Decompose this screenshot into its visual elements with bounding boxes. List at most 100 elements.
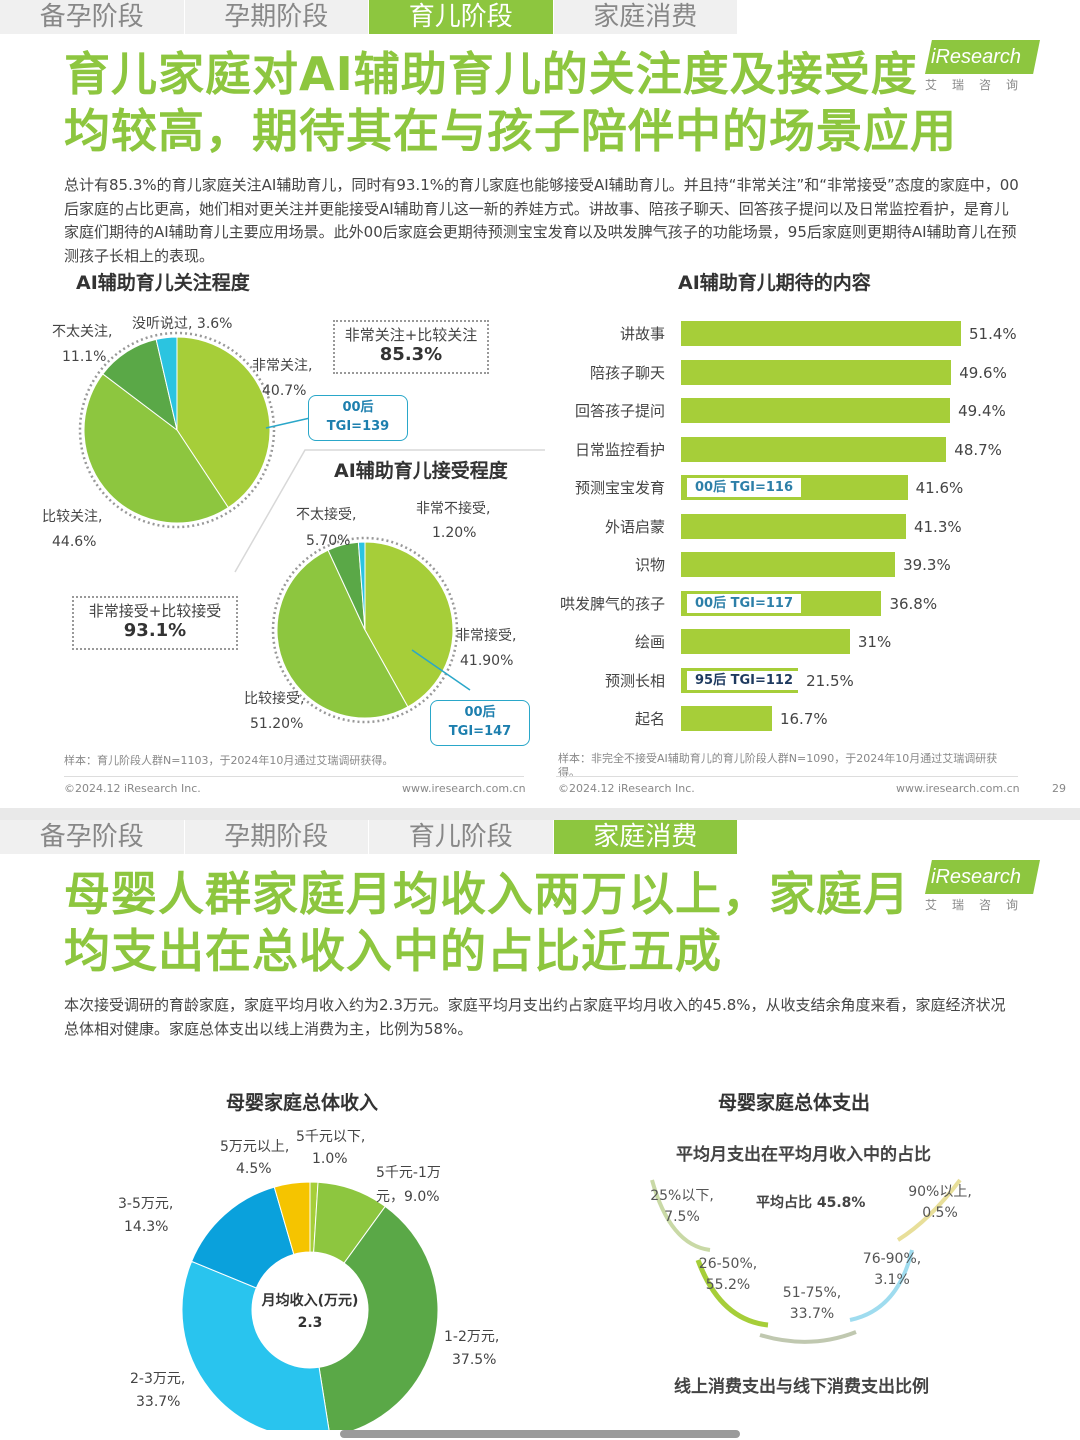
pie1-label-very: 非常关注, — [252, 358, 313, 374]
sample-note-left: 样本：育儿阶段人群N=1103，于2024年10月通过艾瑞调研获得。 — [64, 754, 394, 767]
bar-row: 陪孩子聊天 49.6% — [560, 359, 1020, 387]
expense-average: 平均占比 45.8% — [756, 1195, 866, 1211]
bar-category-label: 日常监控看护 — [574, 440, 665, 459]
online-offline-title: 线上消费支出与线下消费支出比例 — [674, 1377, 929, 1397]
bar-row: 起名 16.7% — [560, 705, 1020, 733]
bar-tgi-badge: 00后 TGI=117 — [687, 593, 802, 613]
acceptance-summary-box: 非常接受+比较接受 93.1% — [72, 596, 238, 650]
copyright-left: ©2024.12 iResearch Inc. — [64, 782, 201, 795]
attention-summary-box: 非常关注+比较关注 85.3% — [333, 320, 489, 374]
bar-value-label: 48.7% — [954, 440, 1002, 459]
attention-chart-title: AI辅助育儿关注程度 — [76, 272, 250, 294]
attention-slice-2 — [102, 338, 178, 432]
income-value-over5w: 4.5% — [236, 1161, 272, 1177]
expense-arc-76-90: 76-90%, 3.1% — [862, 1251, 922, 1288]
attention-pie — [83, 336, 271, 524]
website-left: www.iresearch.com.cn — [402, 782, 526, 795]
pie1-value-fairly: 44.6% — [52, 534, 97, 550]
acceptance-chart-title: AI辅助育儿接受程度 — [334, 460, 508, 482]
pie1-value-very: 40.7% — [262, 383, 307, 399]
tab-pregnancy[interactable]: 孕期阶段 — [184, 0, 368, 34]
tab-family-consumption[interactable]: 家庭消费 — [553, 0, 737, 34]
income-label-3-5w: 3-5万元, — [118, 1196, 174, 1212]
expense-arc-chart — [650, 1178, 962, 1344]
bar-category-label: 绘画 — [634, 633, 665, 651]
bar-category-label: 外语启蒙 — [604, 517, 665, 536]
bar — [681, 359, 952, 385]
income-label-2-3w: 2-3万元, — [130, 1371, 186, 1387]
pie2-label-very: 非常接受, — [456, 628, 517, 644]
acceptance-slice-0 — [364, 541, 454, 708]
pie1-value-not-much: 11.1% — [62, 349, 107, 365]
attention-tgi-pointer — [265, 417, 311, 429]
bar-value-label: 31% — [857, 633, 892, 651]
page-separator — [0, 808, 1080, 820]
arc-segment-3 — [759, 1330, 857, 1344]
scrollbar[interactable] — [340, 1430, 740, 1438]
attention-slice-1 — [83, 373, 229, 524]
bar-value-label: 39.3% — [903, 556, 951, 574]
tab-parenting[interactable]: 育儿阶段 — [369, 820, 553, 854]
bar-category-label: 陪孩子聊天 — [589, 363, 665, 382]
pie2-label-fairly: 比较接受, — [244, 691, 305, 707]
tab-family-consumption[interactable]: 家庭消费 — [553, 820, 737, 854]
iresearch-logo: iResearch 艾瑞咨询 — [925, 40, 1040, 92]
income-label-5k-1w: 5千元-1万 — [376, 1165, 441, 1181]
tab-pre-pregnancy[interactable]: 备孕阶段 — [0, 820, 184, 854]
bar-category-label: 预测宝宝发育 — [574, 479, 665, 497]
page2-title-line2: 均支出在总收入中的占比近五成 — [64, 924, 722, 978]
bar-value-label: 21.5% — [806, 671, 854, 690]
bar — [681, 706, 772, 731]
page-description: 总计有85.3%的育儿家庭关注AI辅助育儿，同时有93.1%的育儿家庭也能够接受… — [64, 176, 1019, 265]
income-donut-slice-2 — [318, 1205, 439, 1430]
bar-row: 绘画 31% — [560, 628, 1020, 656]
bar — [681, 513, 906, 539]
expense-arc-over90: 90%以上, 0.5% — [908, 1184, 972, 1221]
donut-center-label: 月均收入(万元) 2.3 — [261, 1293, 359, 1331]
bar-category-label: 讲故事 — [619, 325, 665, 343]
income-label-1-2w: 1-2万元, — [444, 1329, 500, 1345]
footer-rule-right — [556, 776, 1018, 777]
arc-segment-1 — [650, 1179, 711, 1252]
bar-row: 识物 39.3% — [560, 551, 1020, 579]
attention-pie-dotted-ring — [78, 331, 276, 529]
income-chart-title: 母婴家庭总体收入 — [226, 1092, 379, 1114]
bar-row: 回答孩子提问 49.4% — [560, 397, 1020, 425]
pie1-label-not-much: 不太关注, — [52, 324, 113, 340]
expect-chart-title: AI辅助育儿期待的内容 — [678, 272, 871, 294]
tab-pre-pregnancy[interactable]: 备孕阶段 — [0, 0, 184, 34]
acceptance-slice-3 — [357, 541, 366, 631]
expense-arc-under25: 25%以下, 7.5% — [650, 1188, 714, 1225]
donut-hole — [252, 1252, 368, 1368]
pie2-value-never: 1.20% — [432, 525, 477, 541]
bar-row: 预测宝宝发育 41.6% 00后 TGI=116 — [560, 474, 1020, 502]
bar-category-label: 起名 — [634, 710, 665, 728]
bar-row: 讲故事 51.4% — [560, 320, 1020, 348]
tab-pregnancy[interactable]: 孕期阶段 — [184, 820, 368, 854]
bar-category-label: 哄发脾气的孩子 — [560, 594, 666, 613]
copyright-right: ©2024.12 iResearch Inc. — [558, 782, 695, 795]
bar-value-label: 49.4% — [958, 402, 1006, 420]
bar-value-label: 16.7% — [779, 710, 828, 728]
pie1-label-never-heard: 没听说过, 3.6% — [132, 316, 233, 332]
bar — [681, 398, 951, 423]
income-value-under5k: 1.0% — [312, 1151, 348, 1167]
stage-tabs-bottom: 备孕阶段 孕期阶段 育儿阶段 家庭消费 — [0, 820, 738, 854]
bar — [681, 552, 896, 577]
bar-category-label: 预测长相 — [604, 671, 665, 690]
bar-row: 哄发脾气的孩子 36.8% 00后 TGI=117 — [560, 590, 1020, 618]
attention-slice-3 — [155, 336, 178, 431]
bar-value-label: 41.3% — [913, 517, 962, 536]
footer-rule-left — [64, 776, 524, 777]
tab-parenting[interactable]: 育儿阶段 — [369, 0, 553, 34]
income-label-under5k: 5千元以下, — [296, 1129, 366, 1145]
expense-arc-26-50: 26-50%, 55.2% — [698, 1256, 758, 1293]
page2-description: 本次接受调研的育龄家庭，家庭平均月收入约为2.3万元。家庭平均月支出约占家庭平均… — [64, 996, 1006, 1038]
expense-arc-51-75: 51-75%, 33.7% — [782, 1285, 842, 1322]
bar-value-label: 51.4% — [969, 325, 1017, 343]
income-value-1-2w: 37.5% — [452, 1352, 497, 1368]
stage-tabs-top: 备孕阶段 孕期阶段 育儿阶段 家庭消费 — [0, 0, 738, 34]
pie2-value-not-much: 5.70% — [306, 533, 351, 549]
expense-subtitle: 平均月支出在平均月收入中的占比 — [676, 1145, 931, 1165]
bar — [681, 321, 961, 346]
